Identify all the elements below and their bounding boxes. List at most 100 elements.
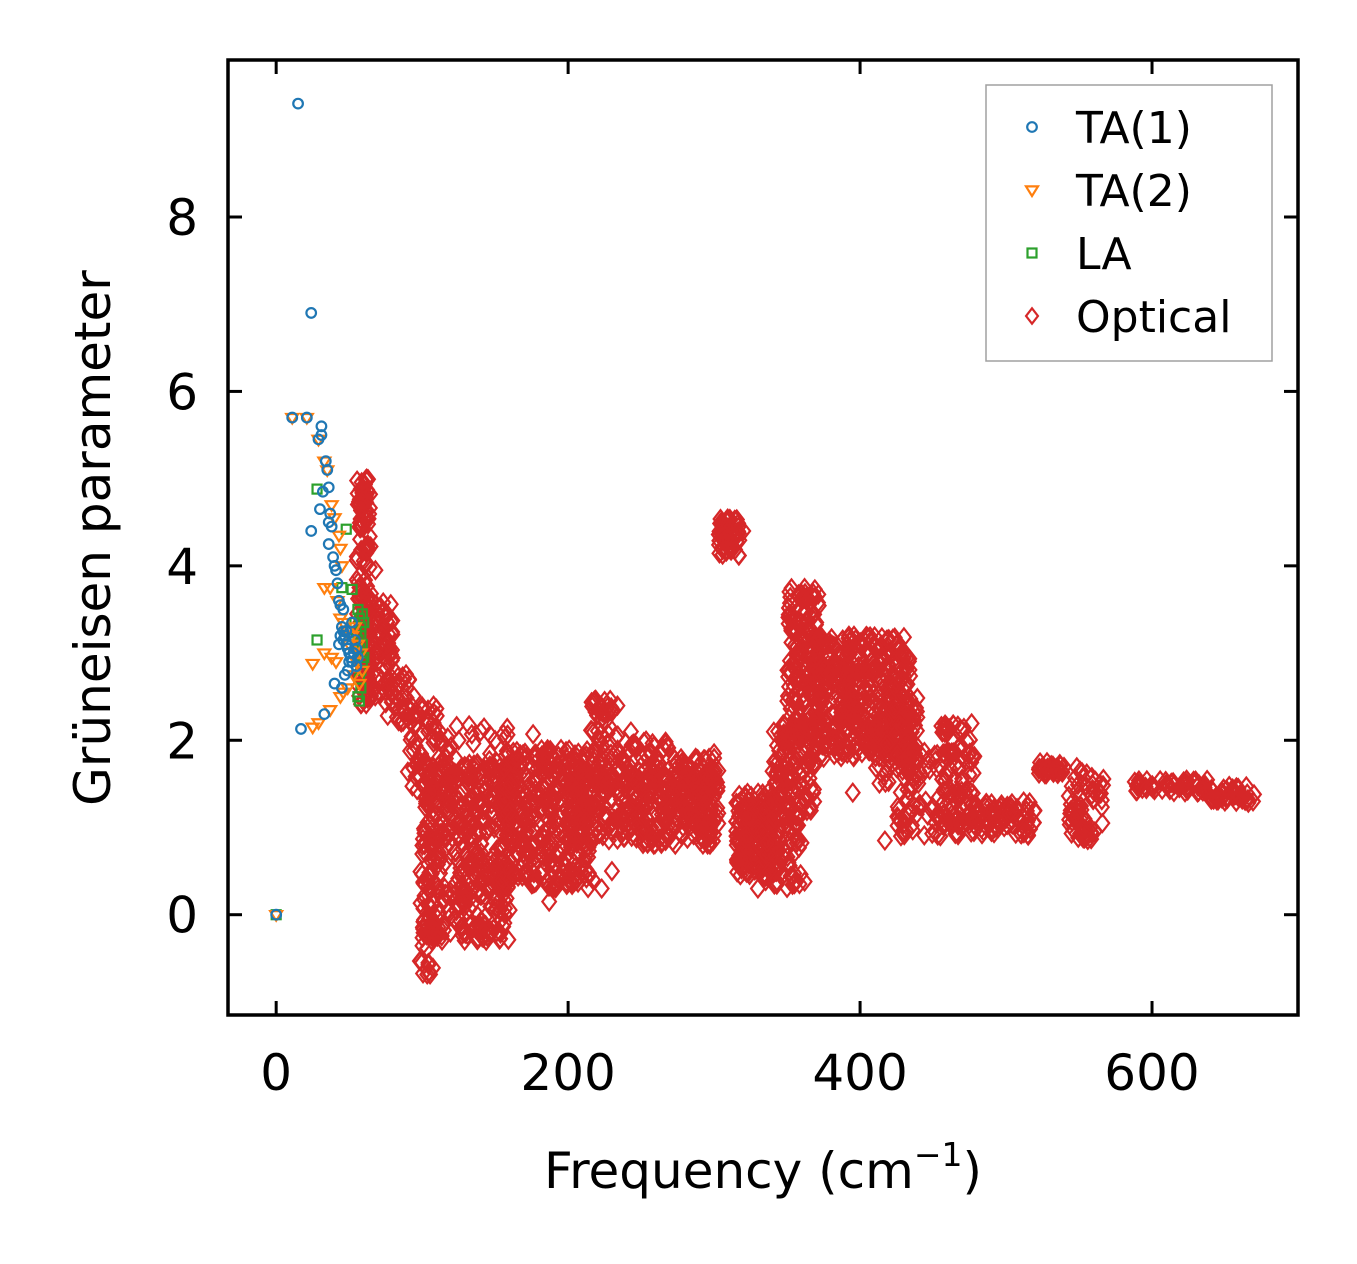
data-point — [1039, 757, 1056, 779]
data-point — [577, 811, 595, 833]
data-point — [953, 816, 970, 838]
data-point — [1093, 789, 1110, 811]
data-point — [699, 833, 716, 856]
data-point — [470, 780, 488, 802]
data-point — [1012, 823, 1029, 845]
data-point — [826, 734, 843, 756]
data-point — [537, 843, 555, 865]
data-point — [458, 800, 476, 822]
data-point — [834, 628, 851, 651]
data-point — [471, 916, 488, 938]
data-point — [646, 833, 664, 855]
data-point — [318, 708, 331, 721]
data-point — [1087, 770, 1104, 792]
data-point — [451, 825, 469, 848]
legend-label: TA(2) — [1075, 166, 1192, 217]
data-point — [358, 468, 375, 490]
data-point — [765, 801, 782, 823]
data-point — [840, 737, 858, 759]
data-point — [426, 717, 444, 739]
data-point — [784, 605, 801, 627]
data-point — [674, 751, 691, 773]
data-point — [455, 884, 472, 906]
data-point — [833, 741, 850, 763]
data-point — [456, 929, 473, 952]
data-point — [619, 818, 636, 841]
data-point — [335, 682, 348, 694]
data-point — [566, 825, 584, 848]
data-point — [788, 637, 805, 659]
data-point — [505, 741, 522, 763]
data-point — [926, 744, 943, 766]
data-point — [709, 797, 726, 819]
data-point — [304, 658, 321, 672]
x-tick-label: 400 — [812, 1044, 907, 1102]
data-point — [1219, 788, 1236, 810]
data-point — [378, 602, 395, 624]
data-point — [436, 889, 453, 911]
data-point — [423, 929, 440, 951]
data-point — [300, 411, 313, 424]
data-point — [876, 829, 894, 852]
data-point — [899, 740, 917, 763]
data-point — [618, 788, 635, 810]
data-point — [500, 822, 517, 845]
data-point — [880, 628, 897, 650]
data-point — [705, 762, 723, 784]
data-point — [867, 746, 884, 768]
data-point — [731, 854, 748, 876]
data-point — [825, 703, 842, 725]
data-point — [1094, 812, 1111, 834]
data-point — [949, 759, 967, 781]
data-point — [639, 831, 656, 854]
data-point — [643, 741, 660, 763]
data-point — [742, 807, 759, 829]
data-point — [937, 807, 954, 830]
data-point — [791, 873, 808, 895]
data-point — [1026, 800, 1043, 822]
data-point — [437, 883, 454, 905]
data-point — [723, 515, 740, 538]
data-point — [1033, 757, 1050, 779]
data-point — [599, 722, 616, 744]
data-point — [885, 698, 903, 721]
data-point — [849, 661, 866, 683]
data-point — [583, 691, 600, 713]
x-tick-label: 200 — [520, 1044, 615, 1102]
data-point — [1185, 770, 1202, 792]
data-point — [1160, 774, 1177, 796]
data-point — [898, 726, 916, 748]
data-point — [284, 412, 301, 426]
x-axis-label-close: ) — [963, 1142, 983, 1200]
data-point — [583, 743, 601, 765]
data-point — [941, 741, 958, 764]
data-point — [846, 667, 863, 690]
data-point — [780, 852, 797, 874]
data-point — [796, 870, 813, 893]
data-point — [322, 538, 335, 550]
data-point — [701, 811, 719, 833]
data-point — [500, 849, 518, 871]
data-point — [381, 669, 399, 691]
data-point — [383, 649, 401, 671]
data-point — [430, 747, 448, 769]
data-point — [819, 653, 837, 676]
data-point — [413, 699, 431, 721]
data-point — [522, 841, 539, 863]
data-point — [504, 807, 521, 829]
data-point — [676, 798, 693, 820]
data-point — [721, 529, 738, 551]
data-point — [905, 739, 923, 761]
data-point — [984, 808, 1002, 831]
data-point — [932, 810, 949, 832]
data-point — [818, 634, 835, 656]
data-point — [516, 763, 534, 785]
data-point — [314, 503, 326, 516]
data-point — [765, 831, 783, 853]
data-point — [1069, 797, 1086, 819]
data-point — [627, 789, 644, 812]
data-point — [449, 824, 466, 846]
data-point — [665, 795, 682, 817]
data-point — [593, 877, 610, 900]
data-point — [431, 721, 448, 743]
